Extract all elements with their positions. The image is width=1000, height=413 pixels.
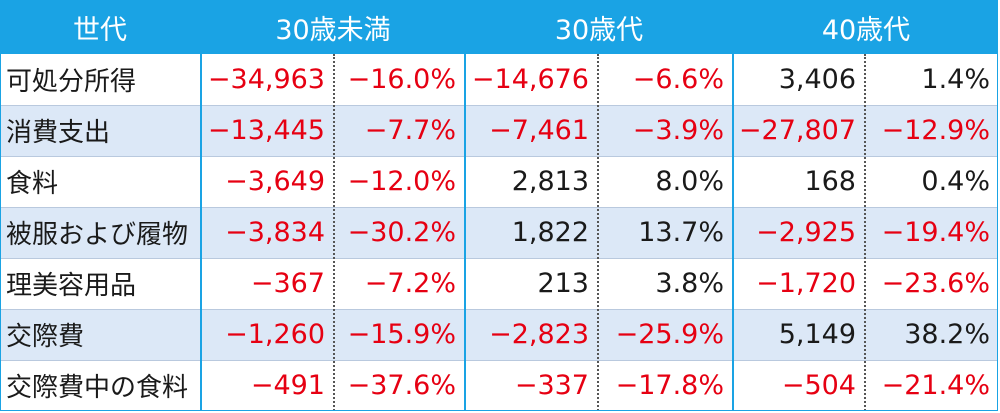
amount-cell: −2,823 <box>489 319 589 350</box>
row-divider <box>0 309 998 310</box>
row-label: 被服および履物 <box>6 220 189 250</box>
percent-cell: 3.8% <box>655 268 724 299</box>
row-divider <box>0 207 998 208</box>
amount-cell: −13,445 <box>207 115 325 146</box>
amount-cell: −1,720 <box>756 268 856 299</box>
percent-cell: −21.4% <box>881 370 990 401</box>
row-divider <box>0 105 998 106</box>
row-label: 可処分所得 <box>6 67 137 97</box>
percent-cell: −17.8% <box>615 370 724 401</box>
amount-cell: −1,260 <box>225 319 325 350</box>
row-label: 食料 <box>6 169 59 199</box>
amount-cell: −337 <box>514 370 589 401</box>
column-divider <box>200 0 202 411</box>
row-label: 交際費中の食料 <box>6 373 189 403</box>
percent-cell: 8.0% <box>655 166 724 197</box>
amount-cell: −2,925 <box>756 217 856 248</box>
amount-cell: 168 <box>804 166 856 197</box>
percent-cell: 13.7% <box>638 217 724 248</box>
percent-cell: −15.9% <box>347 319 456 350</box>
amount-cell: 2,813 <box>511 166 589 197</box>
amount-cell: 1,822 <box>511 217 589 248</box>
table-row: 理美容用品 −367 −7.2% 213 3.8% −1,720 −23.6% <box>0 258 998 309</box>
amount-cell: 5,149 <box>778 319 856 350</box>
header-under-30: 30歳未満 <box>202 0 464 54</box>
row-label: 交際費 <box>6 322 85 352</box>
table-row: 交際費 −1,260 −15.9% −2,823 −25.9% 5,149 38.2% <box>0 309 998 360</box>
amount-cell: −34,963 <box>207 64 325 95</box>
dotted-divider <box>864 54 866 411</box>
percent-cell: −3.9% <box>632 115 724 146</box>
percent-cell: −19.4% <box>881 217 990 248</box>
amount-cell: −7,461 <box>489 115 589 146</box>
percent-cell: −25.9% <box>615 319 724 350</box>
amount-cell: −27,807 <box>738 115 856 146</box>
table-row: 交際費中の食料 −491 −37.6% −337 −17.8% −504 −21.4% <box>0 360 998 411</box>
amount-cell: −367 <box>250 268 325 299</box>
percent-cell: −23.6% <box>881 268 990 299</box>
table-row: 食料 −3,649 −12.0% 2,813 8.0% 168 0.4% <box>0 156 998 207</box>
percent-cell: −7.2% <box>364 268 456 299</box>
row-label: 消費支出 <box>6 118 111 148</box>
column-divider <box>464 0 466 411</box>
percent-cell: 0.4% <box>921 166 990 197</box>
percent-cell: −30.2% <box>347 217 456 248</box>
percent-cell: −16.0% <box>347 64 456 95</box>
amount-cell: 3,406 <box>778 64 856 95</box>
row-divider <box>0 258 998 259</box>
row-label: 理美容用品 <box>6 271 137 301</box>
header-30s: 30歳代 <box>466 0 732 54</box>
row-divider <box>0 360 998 361</box>
percent-cell: −7.7% <box>364 115 456 146</box>
row-divider <box>0 156 998 157</box>
percent-cell: 38.2% <box>904 319 990 350</box>
percent-cell: −37.6% <box>347 370 456 401</box>
header-generation: 世代 <box>0 0 200 54</box>
amount-cell: −504 <box>781 370 856 401</box>
percent-cell: −12.9% <box>881 115 990 146</box>
percent-cell: 1.4% <box>921 64 990 95</box>
dotted-divider <box>333 54 335 411</box>
table-row: 被服および履物 −3,834 −30.2% 1,822 13.7% −2,925 −19.4… <box>0 207 998 258</box>
amount-cell: −14,676 <box>471 64 589 95</box>
amount-cell: −3,834 <box>225 217 325 248</box>
amount-cell: −3,649 <box>225 166 325 197</box>
amount-cell: −491 <box>250 370 325 401</box>
column-divider <box>732 0 734 411</box>
percent-cell: −6.6% <box>632 64 724 95</box>
dotted-divider <box>597 54 599 411</box>
table-row: 消費支出 −13,445 −7.7% −7,461 −3.9% −27,807 −12.9% <box>0 105 998 156</box>
header-40s: 40歳代 <box>734 0 998 54</box>
percent-cell: −12.0% <box>347 166 456 197</box>
table-row: 可処分所得 −34,963 −16.0% −14,676 −6.6% 3,406 1.4% <box>0 54 998 105</box>
amount-cell: 213 <box>537 268 589 299</box>
